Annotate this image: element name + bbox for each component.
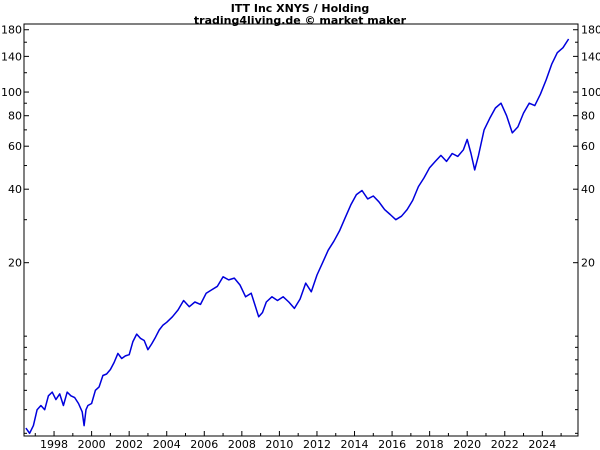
y-tick-label-right: 20 [581,257,595,270]
chart-title: ITT Inc XNYS / Holding [230,2,370,15]
y-tick-label-left: 140 [1,50,22,63]
y-tick-label-left: 60 [8,140,22,153]
y-tick-label-right: 60 [581,140,595,153]
x-tick-label: 2024 [528,438,556,450]
y-tick-label-right: 100 [581,86,600,99]
x-tick-label: 2010 [265,438,293,450]
x-tick-label: 2002 [115,438,143,450]
x-tick-label: 2000 [78,438,106,450]
price-line [25,38,570,435]
x-tick-label: 2014 [341,438,369,450]
y-tick-label-left: 80 [8,110,22,123]
x-tick-label: 2008 [228,438,256,450]
y-tick-label-right: 80 [581,110,595,123]
x-tick-label: 1998 [40,438,68,450]
x-tick-label: 2004 [153,438,181,450]
y-tick-label-left: 40 [8,183,22,196]
y-tick-label-right: 40 [581,183,595,196]
x-tick-label: 2006 [190,438,218,450]
x-tick-label: 2016 [378,438,406,450]
x-tick-label: 2022 [491,438,519,450]
y-tick-label-left: 20 [8,257,22,270]
x-tick-label: 2020 [453,438,481,450]
x-tick-label: 2012 [303,438,331,450]
y-tick-label-right: 140 [581,50,600,63]
x-tick-label: 2018 [416,438,444,450]
plot-frame [23,23,579,437]
y-tick-label-left: 100 [1,86,22,99]
y-tick-label-left: 180 [1,24,22,37]
y-tick-label-right: 180 [581,24,600,37]
